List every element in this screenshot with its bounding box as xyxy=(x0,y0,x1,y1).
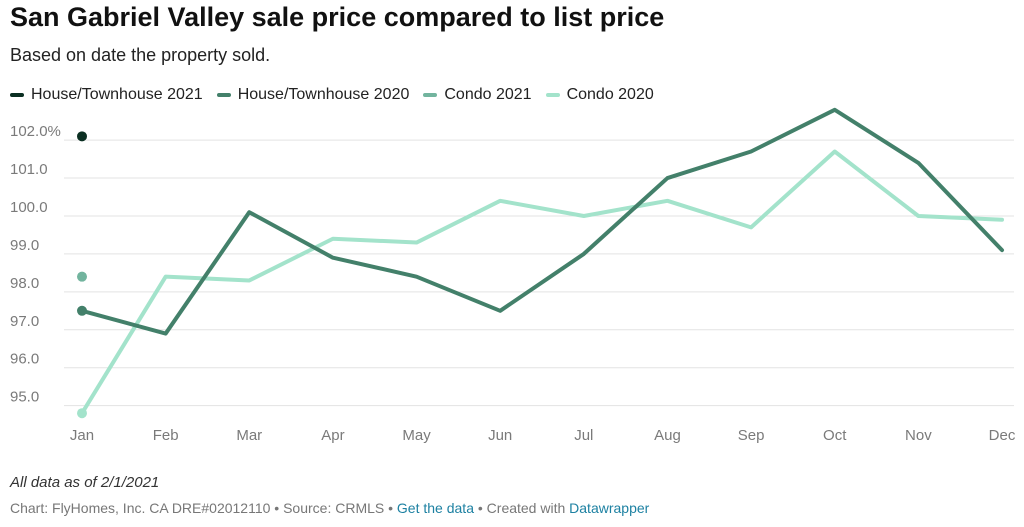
legend-item-condo-2021: Condo 2021 xyxy=(423,86,532,104)
y-tick-label-98: 98.0 xyxy=(10,275,39,292)
x-tick-label-jul: Jul xyxy=(574,427,593,444)
legend-swatch-house-2021 xyxy=(10,93,24,97)
footer-created-with: • Created with xyxy=(473,500,570,516)
x-tick-label-sep: Sep xyxy=(738,427,765,444)
legend-swatch-house-2020 xyxy=(216,93,231,97)
x-tick-label-dec: Dec xyxy=(989,427,1016,444)
x-tick-label-aug: Aug xyxy=(654,427,681,444)
legend-swatch-condo-2020 xyxy=(545,93,560,97)
chart-title: San Gabriel Valley sale price compared t… xyxy=(10,2,665,32)
x-tick-label-jun: Jun xyxy=(488,427,512,444)
legend-label-house-2020: House/Townhouse 2020 xyxy=(237,86,410,103)
y-tick-label-101: 101.0 xyxy=(10,161,48,178)
y-tick-label-95: 95.0 xyxy=(10,389,39,406)
legend-label-house-2021: House/Townhouse 2021 xyxy=(31,86,203,103)
legend-item-condo-2020: Condo 2020 xyxy=(545,86,654,104)
chart-subtitle: Based on date the property sold. xyxy=(10,45,271,65)
legend: House/Townhouse 2021 House/Townhouse 202… xyxy=(10,86,668,104)
y-tick-label-99: 99.0 xyxy=(10,237,39,254)
x-tick-label-mar: Mar xyxy=(236,427,262,444)
y-tick-label-97: 97.0 xyxy=(10,313,39,330)
x-tick-label-feb: Feb xyxy=(153,427,179,444)
point-condo-2021-jan xyxy=(77,271,87,282)
legend-swatch-condo-2021 xyxy=(423,93,438,97)
chart-footer: Chart: FlyHomes, Inc. CA DRE#02012110 • … xyxy=(10,500,649,516)
point-condo-2020-jan xyxy=(77,408,87,419)
legend-item-house-2020: House/Townhouse 2020 xyxy=(216,86,410,104)
get-data-link[interactable]: Get the data xyxy=(396,500,474,516)
legend-item-house-2021: House/Townhouse 2021 xyxy=(10,86,203,104)
x-tick-label-jan: Jan xyxy=(70,427,94,444)
legend-label-condo-2020: Condo 2020 xyxy=(566,86,654,103)
line-chart: 95.0 96.0 97.0 98.0 99.0 100.0 101.0 102.0% Jan F… xyxy=(10,107,1016,444)
y-tick-label-102: 102.0% xyxy=(10,123,61,140)
datawrapper-link[interactable]: Datawrapper xyxy=(569,500,650,516)
point-house-townhouse-2021-jan xyxy=(77,131,87,142)
footer-credits: Chart: FlyHomes, Inc. CA DRE#02012110 • … xyxy=(10,500,397,516)
legend-label-condo-2021: Condo 2021 xyxy=(444,86,532,103)
y-tick-label-100: 100.0 xyxy=(10,199,48,216)
series-line-house-townhouse-2020 xyxy=(80,107,1004,336)
data-date-note: All data as of 2/1/2021 xyxy=(10,474,160,491)
x-tick-label-nov: Nov xyxy=(905,427,932,444)
point-house-townhouse-2020-jan xyxy=(77,305,87,316)
series-line-condo-2020 xyxy=(80,149,1004,416)
x-tick-label-may: May xyxy=(402,427,431,444)
y-tick-label-96: 96.0 xyxy=(10,351,39,368)
x-tick-label-apr: Apr xyxy=(321,427,344,444)
x-tick-label-oct: Oct xyxy=(823,427,847,444)
